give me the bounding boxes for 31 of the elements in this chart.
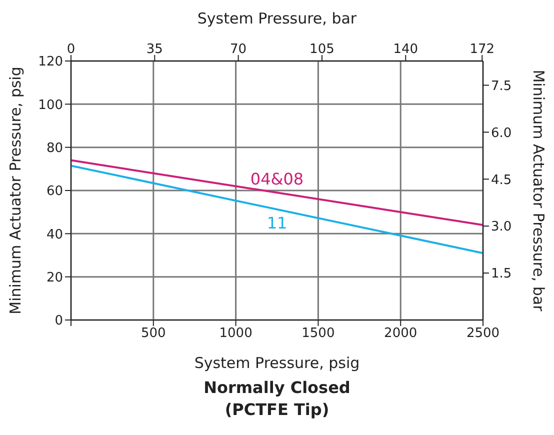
series-label: 04&08 xyxy=(250,170,304,189)
x-axis-title: System Pressure, psig xyxy=(194,354,360,372)
text: (PCTFE Tip) xyxy=(224,399,330,421)
y-tick-label: 80 xyxy=(46,140,63,156)
y-tick-label: 60 xyxy=(46,184,63,200)
y-tick-label: 100 xyxy=(38,98,63,113)
y2-axis-title: Minimum Actuator Pressure, bar xyxy=(530,70,548,312)
x2-tick-label: 172 xyxy=(470,42,495,57)
x-tick-label: 1000 xyxy=(219,326,252,342)
x-tick-label: 2500 xyxy=(466,326,500,342)
x-tick-label: 1500 xyxy=(302,326,335,342)
y-tick-label: 40 xyxy=(46,227,63,242)
y-tick-label: 0 xyxy=(54,314,63,329)
y-tick-label: 20 xyxy=(46,270,63,286)
y-tick-label: 120 xyxy=(38,54,63,70)
x2-axis-title: System Pressure, bar xyxy=(197,10,358,28)
y2-tick-label: 7.5 xyxy=(491,78,512,94)
x2-tick-label: 0 xyxy=(66,42,76,57)
x-tick-label: 2000 xyxy=(384,326,418,342)
y2-tick-label: 4.5 xyxy=(491,172,512,188)
y2-tick-label: 3.0 xyxy=(491,220,512,235)
y-axis-title: Minimum Actuator Pressure, psig xyxy=(6,66,24,314)
x2-tick-label: 105 xyxy=(310,42,334,57)
x2-tick-label: 35 xyxy=(146,42,163,57)
x2-tick-label: 140 xyxy=(393,42,418,57)
y2-tick-label: 1.5 xyxy=(491,266,512,282)
x2-tick-label: 70 xyxy=(230,42,247,57)
x-tick-label: 500 xyxy=(140,326,166,342)
text: Normally Closed xyxy=(202,377,352,399)
series-label: 11 xyxy=(266,214,288,233)
y2-tick-label: 6.0 xyxy=(491,126,512,141)
